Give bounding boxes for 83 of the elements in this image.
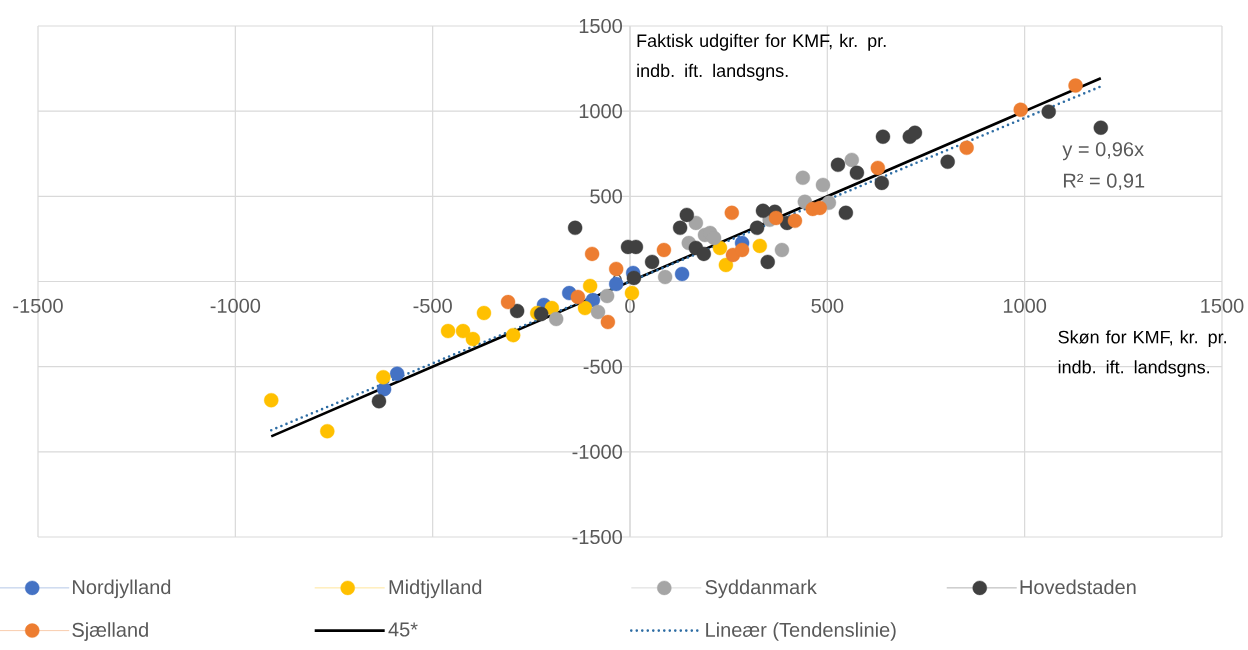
point (455, 323, 471, 339)
y-tick-label: -500 (583, 359, 622, 374)
point (500, 294, 516, 310)
point (582, 278, 598, 294)
point (907, 125, 923, 140)
point (570, 289, 586, 305)
point (875, 129, 891, 144)
legend-label: Sjælland (72, 622, 148, 641)
point (264, 393, 279, 408)
x-tick-label: -1500 (13, 298, 63, 313)
point (476, 305, 492, 321)
point (760, 254, 775, 270)
y-tick-label: 1000 (579, 104, 622, 119)
point (376, 370, 391, 385)
point (1041, 104, 1056, 119)
point (672, 220, 688, 236)
point (1068, 78, 1083, 93)
point (505, 327, 521, 343)
point (509, 303, 525, 319)
legend-label: Nordjylland (73, 579, 171, 599)
point (874, 175, 889, 191)
point (787, 213, 803, 229)
point (734, 242, 750, 258)
y-tick-label: -1500 (572, 529, 622, 545)
legend-label: Lineær (Tendenslinie) (706, 622, 896, 641)
legend-label: 45* (388, 622, 418, 637)
y-tick-label: 1500 (579, 18, 622, 34)
point (959, 140, 974, 155)
point (844, 152, 859, 168)
point (830, 157, 846, 173)
point (749, 220, 765, 236)
point (590, 304, 606, 320)
point (696, 246, 711, 262)
point (774, 242, 790, 258)
point (752, 238, 768, 254)
point (679, 207, 695, 223)
legend-label: Midtjylland (389, 579, 482, 599)
point (533, 306, 549, 322)
x-tick-label: -1000 (210, 298, 261, 313)
point (870, 160, 886, 176)
x-tick-label: 1000 (1003, 298, 1047, 313)
annotation: y = 0,96x (1062, 142, 1144, 161)
point (465, 331, 481, 347)
point (644, 254, 660, 270)
point (371, 394, 387, 409)
legend-label: Hovedstaden (1020, 579, 1136, 595)
x-tick-label: 500 (811, 298, 844, 313)
y-tick-label: 500 (590, 189, 622, 204)
point (1013, 102, 1028, 117)
point (600, 314, 616, 330)
x-tick-label: -500 (413, 298, 452, 313)
legend-label: Syddanmark (705, 579, 817, 599)
point (599, 288, 615, 304)
point (940, 154, 955, 169)
point (440, 323, 456, 339)
point (688, 215, 704, 231)
point (567, 220, 583, 236)
point (718, 257, 734, 273)
point (584, 246, 600, 262)
point (548, 311, 564, 327)
point (838, 205, 854, 221)
point (624, 285, 640, 301)
point (608, 261, 624, 277)
annotation: R² = 0,91 (1063, 173, 1145, 191)
point (656, 242, 672, 258)
y-axis-title: Faktisk udgifter for KMF, kr. pr. indb. ift. landsgns. (637, 33, 886, 81)
x-tick-label: 0 (625, 298, 635, 313)
point (724, 205, 740, 221)
x-tick-label: 1500 (1201, 298, 1244, 313)
point (706, 230, 722, 246)
point (795, 170, 811, 185)
point (320, 424, 335, 439)
point (389, 366, 405, 381)
point (657, 269, 673, 285)
point (626, 270, 642, 286)
point (1093, 120, 1109, 135)
y-tick-label: -1000 (572, 444, 622, 459)
point (849, 165, 865, 181)
point (674, 266, 690, 282)
point (768, 210, 784, 226)
point (815, 177, 831, 193)
x-axis-title: Skøn for KMF, kr. pr. indb. ift. landsgns. (1058, 330, 1226, 378)
point (577, 300, 593, 316)
